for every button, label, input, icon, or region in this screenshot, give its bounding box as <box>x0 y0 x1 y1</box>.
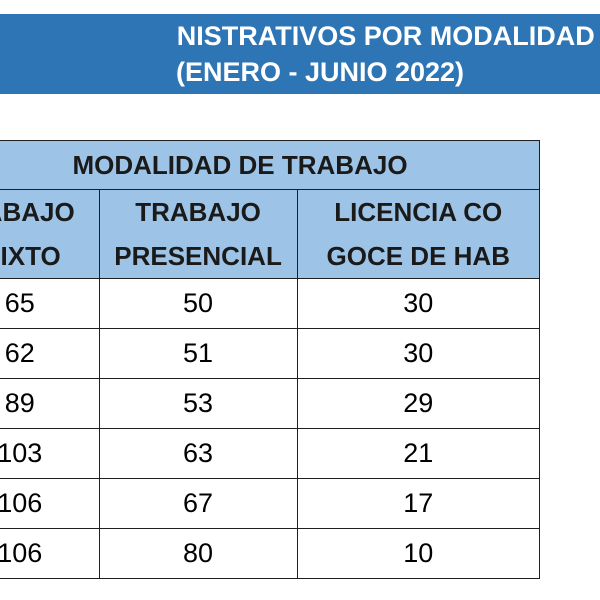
column-header-line: PRESENCIAL <box>114 241 282 271</box>
column-header-line: TRABAJO <box>135 197 261 227</box>
title-line-2: (ENERO - JUNIO 2022) <box>175 57 465 87</box>
column-header-presencial: TRABAJO PRESENCIAL <box>98 189 298 279</box>
table-cell: 29 <box>296 378 540 429</box>
table-cell: 63 <box>98 428 298 479</box>
table-cell: 67 <box>98 478 298 529</box>
table-cell: 30 <box>296 278 540 329</box>
table-cell: 106 <box>0 478 100 529</box>
table-row: 89 53 29 <box>0 378 540 429</box>
table-cell: 106 <box>0 528 100 579</box>
group-header: MODALIDAD DE TRABAJO <box>0 140 540 190</box>
title-banner: NISTRATIVOS POR MODALIDAD DE TR (ENERO -… <box>0 14 600 94</box>
table-cell: 10 <box>296 528 540 579</box>
column-header-line: RABAJO <box>0 197 75 227</box>
column-header-licencia: LICENCIA CO GOCE DE HAB <box>296 189 540 279</box>
table-cell: 62 <box>0 328 100 379</box>
column-header-line: MIXTO <box>0 241 61 271</box>
table-cell: 80 <box>98 528 298 579</box>
column-header-mixto: RABAJO MIXTO <box>0 189 100 279</box>
table-row: 62 51 30 <box>0 328 540 379</box>
table-cell: 21 <box>296 428 540 479</box>
title-line-1: NISTRATIVOS POR MODALIDAD DE TR <box>176 21 600 51</box>
column-header-line: LICENCIA CO <box>334 197 503 227</box>
table-row: 103 63 21 <box>0 428 540 479</box>
table-cell: 51 <box>98 328 298 379</box>
table-cell: 65 <box>0 278 100 329</box>
modalidad-table: MODALIDAD DE TRABAJO RABAJO MIXTO TRABAJ… <box>0 140 540 579</box>
table-cell: 103 <box>0 428 100 479</box>
table-cell: 53 <box>98 378 298 429</box>
table-row: 65 50 30 <box>0 278 540 329</box>
table-row: 106 67 17 <box>0 478 540 529</box>
table-cell: 50 <box>98 278 298 329</box>
table-row: 106 80 10 <box>0 528 540 579</box>
table-viewport: MODALIDAD DE TRABAJO RABAJO MIXTO TRABAJ… <box>0 140 600 582</box>
column-header-line: GOCE DE HAB <box>326 241 510 271</box>
table-cell: 89 <box>0 378 100 429</box>
table-cell: 30 <box>296 328 540 379</box>
table-cell: 17 <box>296 478 540 529</box>
